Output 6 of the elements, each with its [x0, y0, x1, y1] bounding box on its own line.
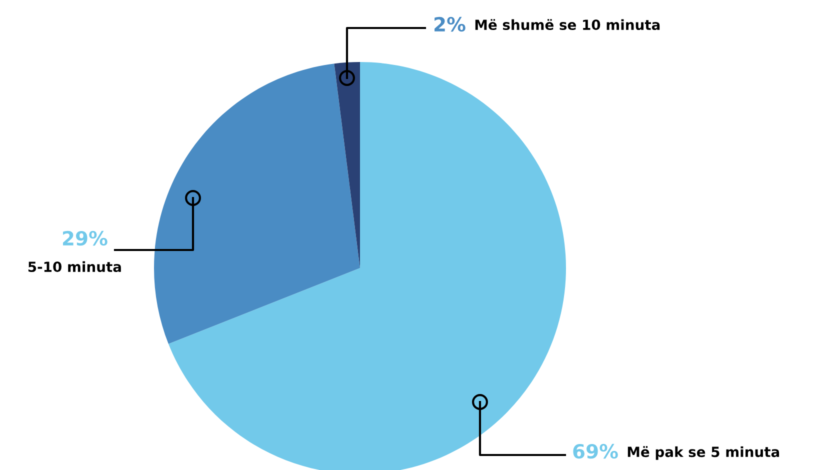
slice-label: Më pak se 5 minuta: [628, 446, 780, 460]
slice-label: 5-10 minuta: [28, 261, 121, 272]
slice-label: Më shumë se 10 minuta: [475, 19, 660, 30]
data-label: 29%: [62, 230, 108, 246]
data-label: 2%: [434, 16, 466, 32]
data-label: 69%: [573, 444, 618, 459]
